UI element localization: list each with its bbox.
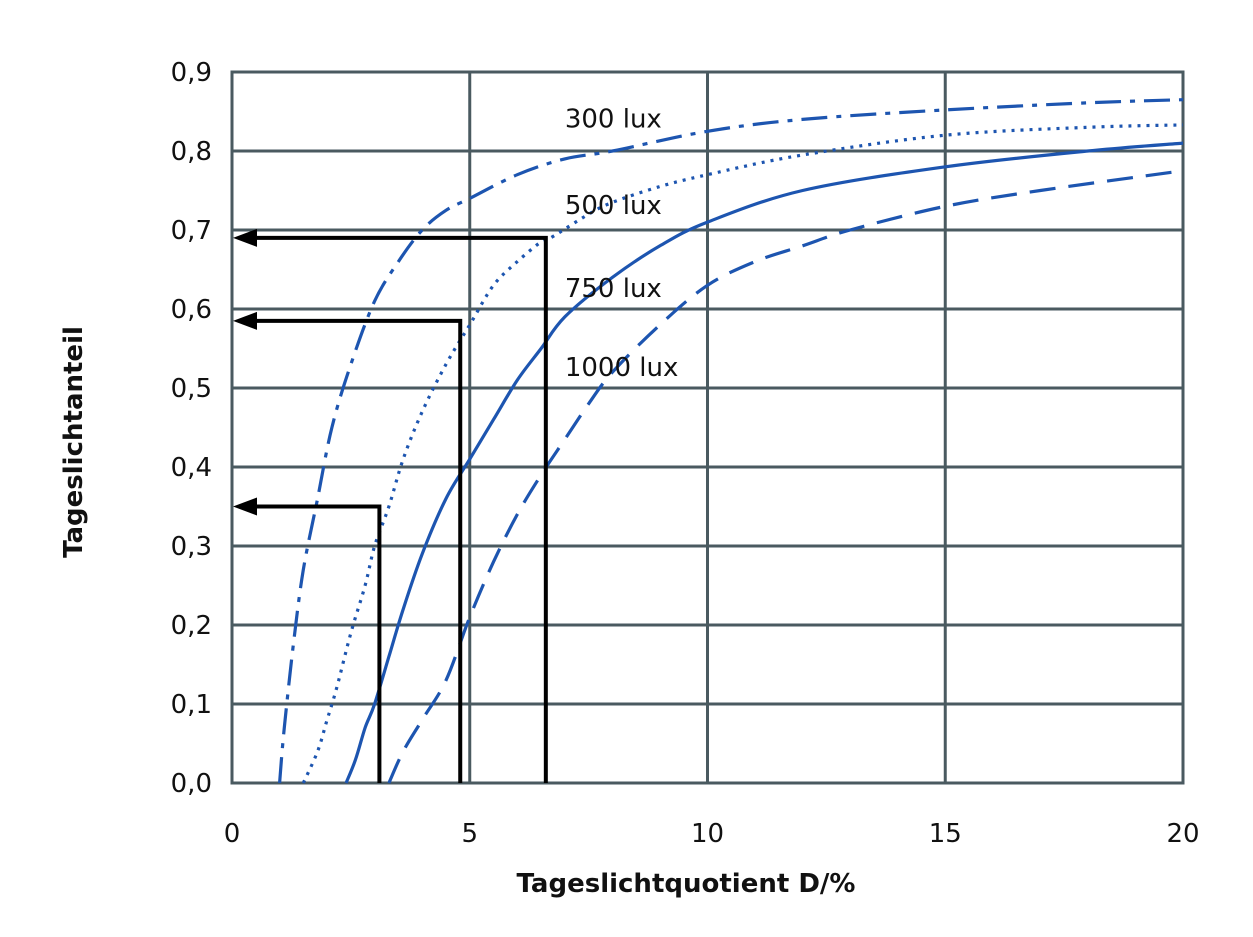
y-tick-label: 0,0 — [171, 769, 212, 799]
series-group — [278, 98, 1184, 784]
y-tick-label: 0,1 — [171, 690, 212, 720]
grid — [230, 70, 1185, 785]
x-tick-label: 5 — [461, 819, 478, 849]
annotation-path — [254, 235, 548, 783]
annotation-arrowhead — [233, 311, 257, 330]
y-tick-label: 0,2 — [171, 611, 212, 641]
annotation-path — [254, 504, 382, 783]
curve-label: 1000 lux — [565, 353, 679, 383]
y-tick-label: 0,5 — [171, 374, 212, 404]
x-tick-label: 10 — [691, 819, 724, 849]
series-line-500-lux — [301, 123, 1184, 784]
annotation-arrowhead — [233, 497, 257, 516]
curve-label: 750 lux — [565, 274, 662, 304]
x-tick-labels: 0 5 10 15 20 — [224, 819, 1200, 849]
y-tick-label: 0,3 — [171, 532, 212, 562]
series-line-1000-lux — [387, 169, 1184, 784]
annotation-arrowhead — [233, 228, 257, 247]
y-tick-label: 0,7 — [171, 216, 212, 246]
y-axis-title: Tageslichtanteil — [59, 326, 89, 558]
y-tick-label: 0,6 — [171, 295, 212, 325]
annotation-path — [254, 318, 463, 783]
y-tick-label: 0,9 — [171, 58, 212, 88]
y-tick-label: 0,4 — [171, 453, 212, 483]
series-line-300-lux — [278, 98, 1184, 784]
y-tick-label: 0,8 — [171, 137, 212, 167]
x-axis-title: Tageslichtquotient D/% — [517, 869, 856, 899]
annotation-group — [233, 228, 548, 783]
curve-labels: 300 lux 500 lux 750 lux 1000 lux — [565, 104, 679, 383]
x-tick-label: 15 — [929, 819, 962, 849]
x-tick-label: 20 — [1166, 819, 1199, 849]
curve-label: 300 lux — [565, 104, 662, 134]
x-tick-label: 0 — [224, 819, 241, 849]
curve-label: 500 lux — [565, 191, 662, 221]
plot-frame — [230, 70, 1185, 785]
y-tick-labels: 0,0 0,1 0,2 0,3 0,4 0,5 0,6 0,7 0,8 0,9 — [171, 58, 212, 799]
